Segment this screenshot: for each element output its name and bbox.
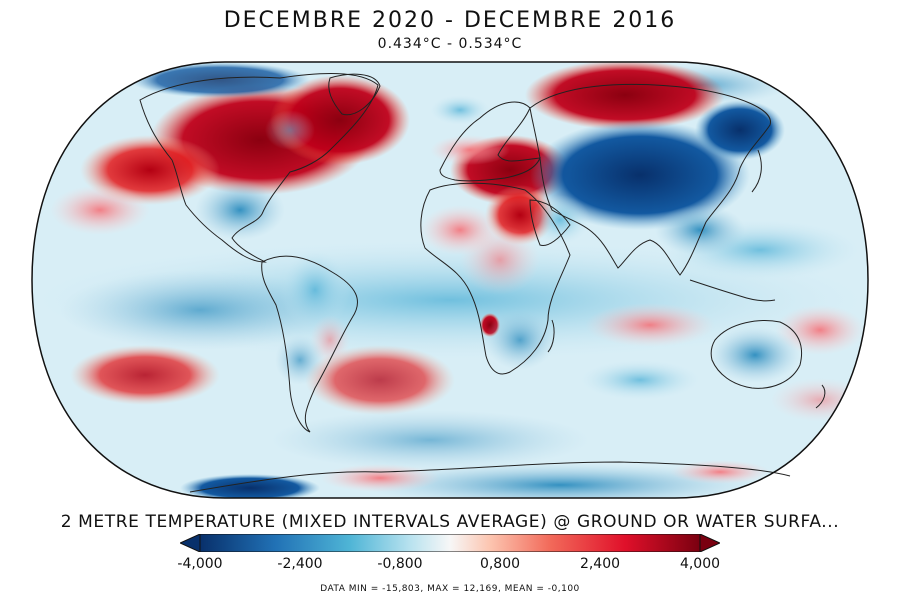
indonesia-outline [689,279,776,302]
colorbar-tick-label: -0,800 [377,556,423,572]
colorbar-min-arrow [180,534,201,552]
africa-outline [420,182,571,375]
colorbar-tick-label: -2,400 [277,556,323,572]
colorbar-tick-label: 0,800 [479,556,521,572]
north-america-outline [139,73,379,263]
new-zealand-outline [815,384,826,409]
madagascar-outline [547,319,555,353]
greenland-outline [328,73,381,116]
south-america-outline [261,255,358,433]
antarctica-outline [189,461,791,493]
japan-outline [751,149,762,193]
temperature-field [32,62,868,498]
map-title: DECEMBRE 2020 - DECEMBRE 2016 [223,8,677,33]
data-stats: DATA MIN = -15,803, MAX = 12,169, MEAN =… [320,584,580,594]
colorbar-gradient [199,534,701,552]
colorbar-tick-label: -4,000 [177,556,223,572]
colorbar-tick-label: 4,000 [679,556,721,572]
europe-outline [439,101,541,182]
australia-outline [710,320,803,389]
colorbar-max-arrow [699,534,720,552]
map-subtitle: 0.434°C - 0.534°C [377,36,523,52]
coastlines [139,73,826,493]
colorbar-tick-label: 2,400 [579,556,621,572]
map-border [31,61,869,499]
colorbar [180,534,720,552]
arabia-outline [529,199,571,247]
asia-outline [529,83,771,276]
variable-label: 2 METRE TEMPERATURE (MIXED INTERVALS AVE… [60,512,840,532]
